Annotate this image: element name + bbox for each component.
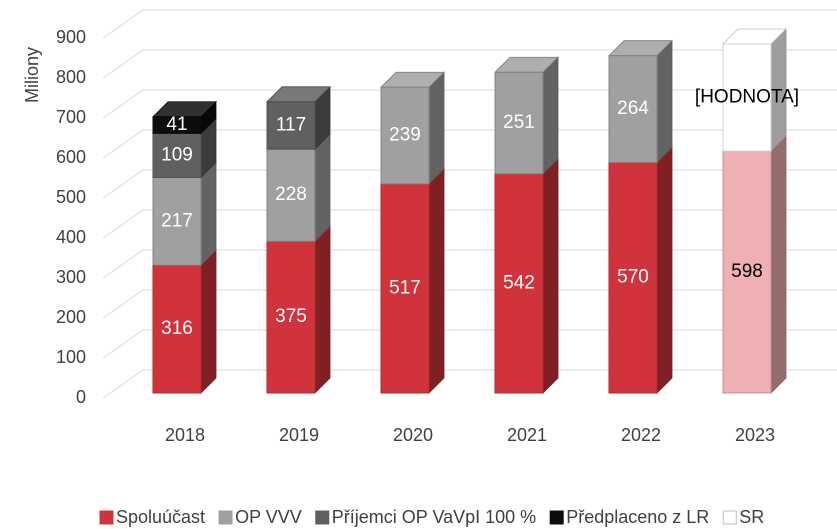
grid-line (102, 209, 837, 239)
legend-label: OP VVV (235, 507, 302, 527)
data-label: 598 (731, 261, 763, 282)
y-tick-label: 400 (56, 227, 86, 247)
y-tick-label: 800 (56, 67, 86, 87)
legend-label: Příjemci OP VaVpI 100 % (332, 507, 536, 527)
y-tick-label: 600 (56, 147, 86, 167)
grid-line (102, 129, 837, 159)
data-label: 517 (389, 277, 421, 298)
bar-segment (152, 100, 217, 135)
bar (152, 132, 202, 178)
bar-side (656, 146, 673, 394)
bar-side (200, 161, 217, 267)
x-tick-label: 2021 (507, 425, 547, 445)
y-tick-label: 300 (56, 267, 86, 287)
grid-line (102, 369, 837, 399)
legend-swatch (315, 510, 330, 525)
bar-segment (266, 85, 331, 151)
bar (266, 148, 316, 242)
data-label: 316 (161, 318, 193, 339)
grid-line (102, 89, 837, 119)
bar (494, 71, 544, 175)
bar-side (428, 167, 445, 394)
bar-segment (494, 56, 559, 175)
bar (152, 176, 202, 266)
bar (722, 43, 772, 152)
y-axis-label: Miliony (22, 47, 42, 103)
x-tick-label: 2023 (735, 425, 775, 445)
data-label: 375 (275, 306, 307, 327)
data-label: 264 (617, 98, 649, 119)
legend-swatch (722, 510, 737, 525)
y-tick-label: 200 (56, 307, 86, 327)
bar-side (542, 56, 559, 175)
x-tick-label: 2019 (279, 425, 319, 445)
data-label: 570 (617, 267, 649, 288)
bar-side (656, 39, 673, 164)
grid-line (102, 169, 837, 199)
data-label: [HODNOTA] (695, 87, 799, 108)
legend-swatch (218, 510, 233, 525)
bar-side (428, 71, 445, 185)
bar-segment (380, 167, 445, 394)
bar (266, 240, 316, 394)
bar (722, 150, 772, 394)
bar-side (542, 157, 559, 394)
bar-side (200, 249, 217, 394)
grid-line (102, 329, 837, 359)
data-label: 251 (503, 112, 535, 133)
bar (152, 116, 202, 134)
bar-side (770, 135, 787, 394)
data-label: 542 (503, 272, 535, 293)
legend-swatch (549, 510, 564, 525)
data-label: 109 (161, 144, 193, 165)
legend-label: Předplaceno z LR (566, 507, 709, 527)
bar (380, 183, 430, 394)
bar (608, 55, 658, 163)
grid-line (102, 249, 837, 279)
y-tick-label: 100 (56, 347, 86, 367)
grid-line (102, 289, 837, 319)
bar-segment (608, 39, 673, 164)
bar-side (314, 133, 331, 243)
y-tick-label: 500 (56, 187, 86, 207)
y-tick-label: 900 (56, 27, 86, 47)
data-label: 239 (389, 125, 421, 146)
bar (266, 101, 316, 150)
legend-label: Spoluúčast (116, 507, 205, 527)
y-tick-label: 0 (76, 387, 86, 407)
data-label: 228 (275, 184, 307, 205)
legend-label: SR (739, 507, 764, 527)
data-label: 217 (161, 210, 193, 231)
x-tick-label: 2018 (165, 425, 205, 445)
grid-line (102, 49, 837, 79)
legend-swatch (99, 510, 114, 525)
bar (380, 86, 430, 185)
bar-side (314, 225, 331, 394)
bar-segment (380, 71, 445, 185)
bar-segment (608, 146, 673, 394)
data-label: 117 (276, 114, 306, 135)
x-tick-label: 2020 (393, 425, 433, 445)
bar-segment (722, 27, 787, 153)
x-tick-label: 2022 (621, 425, 661, 445)
bar (152, 264, 202, 394)
grid-line (102, 9, 837, 39)
data-label: 41 (166, 114, 187, 135)
y-tick-label: 700 (56, 107, 86, 127)
